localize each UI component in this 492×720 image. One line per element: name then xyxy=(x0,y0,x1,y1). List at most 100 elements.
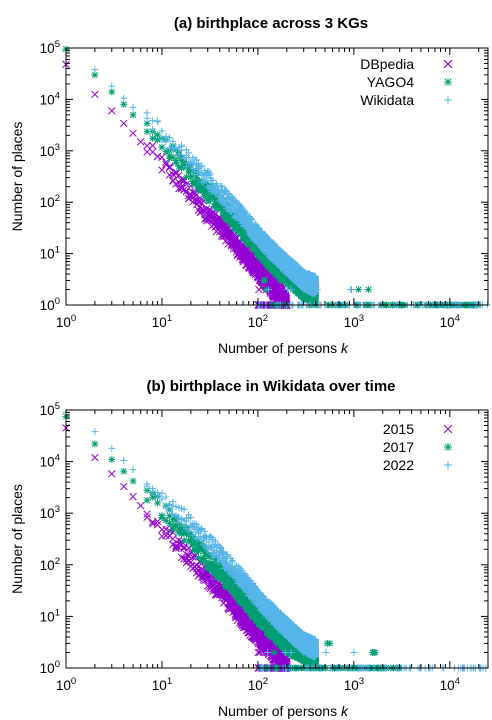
point-YAGO4 xyxy=(205,197,213,205)
point-Wikidata xyxy=(248,216,256,224)
y-tick-label: 105 xyxy=(40,39,60,56)
point-DBpedia xyxy=(143,148,151,156)
point-YAGO4 xyxy=(261,277,269,284)
point-2015 xyxy=(108,470,116,478)
point-YAGO4 xyxy=(214,204,221,212)
x-axis-label: Number of persons k xyxy=(218,703,349,719)
point-2015 xyxy=(129,492,137,501)
y-axis-label: Number of places xyxy=(9,122,25,232)
point-YAGO4 xyxy=(183,173,190,181)
point-YAGO4 xyxy=(187,173,195,180)
point-YAGO4 xyxy=(189,180,197,187)
y-axis-label: Number of places xyxy=(9,484,25,594)
y-tick-label: 101 xyxy=(40,245,60,262)
point-YAGO4 xyxy=(172,159,180,167)
point-YAGO4 xyxy=(129,111,137,119)
point-Wikidata xyxy=(166,134,173,142)
point-DBpedia xyxy=(108,107,116,115)
point-YAGO4 xyxy=(149,134,157,142)
point-YAGO4 xyxy=(198,184,206,192)
legend: DBpedia YAGO4 Wikidata xyxy=(360,56,453,108)
point-Wikidata xyxy=(120,94,128,102)
point-Wikidata xyxy=(91,66,99,73)
point-Wikidata xyxy=(169,137,177,145)
point-DBpedia xyxy=(129,129,137,137)
x-tick-label: 103 xyxy=(344,313,364,330)
legend-label: Wikidata xyxy=(360,92,414,108)
point-YAGO4 xyxy=(120,100,128,108)
point-YAGO4 xyxy=(355,286,362,293)
y-tick-label: 103 xyxy=(40,142,60,159)
point-YAGO4 xyxy=(224,217,232,225)
point-Wikidata xyxy=(129,103,137,111)
point-YAGO4 xyxy=(108,88,116,96)
point-YAGO4 xyxy=(312,297,319,305)
point-Wikidata xyxy=(154,118,161,126)
point-Wikidata xyxy=(162,133,170,140)
point-Wikidata xyxy=(172,144,180,152)
point-Wikidata xyxy=(191,171,199,179)
point-DBpedia xyxy=(205,205,213,214)
legend-marker xyxy=(444,96,452,104)
point-Wikidata xyxy=(218,183,226,191)
point-Wikidata xyxy=(201,176,209,184)
point-YAGO4 xyxy=(191,180,199,188)
point-YAGO4 xyxy=(166,154,173,162)
point-2015 xyxy=(91,453,99,462)
chart-panel-0: (a) birthplace across 3 KGs Number of pla… xyxy=(9,15,491,356)
point-DBpedia xyxy=(136,137,145,146)
point-YAGO4 xyxy=(169,153,177,161)
point-Wikidata xyxy=(198,162,206,170)
y-tick-label: 102 xyxy=(40,193,60,210)
point-DBpedia xyxy=(158,153,166,162)
point-DBpedia xyxy=(275,285,284,294)
x-tick-label: 102 xyxy=(248,313,268,330)
point-YAGO4 xyxy=(175,163,183,171)
point-Wikidata xyxy=(348,286,355,293)
point-YAGO4 xyxy=(220,209,228,217)
point-YAGO4 xyxy=(201,189,209,196)
x-tick-label: 100 xyxy=(56,313,76,330)
point-YAGO4 xyxy=(178,153,185,161)
point-Wikidata xyxy=(166,144,173,152)
point-YAGO4 xyxy=(231,226,239,233)
point-DBpedia xyxy=(180,185,188,194)
point-YAGO4 xyxy=(193,177,201,185)
series-YAGO4 xyxy=(62,45,482,309)
point-DBpedia xyxy=(211,210,220,219)
legend-marker xyxy=(443,59,453,69)
point-YAGO4 xyxy=(365,286,372,293)
series-2015 xyxy=(62,424,291,672)
point-DBpedia xyxy=(282,294,291,303)
data-points xyxy=(62,408,490,672)
point-2015 xyxy=(143,513,151,522)
x-axis-label: Number of persons k xyxy=(218,340,349,356)
point-Wikidata xyxy=(108,82,116,90)
point-2015 xyxy=(136,501,145,510)
point-Wikidata xyxy=(158,136,166,144)
y-tick-label: 100 xyxy=(40,296,60,313)
legend-label: DBpedia xyxy=(360,56,414,72)
chart-title: (b) birthplace in Wikidata over time xyxy=(146,378,395,395)
y-tick-label: 104 xyxy=(40,90,60,107)
point-YAGO4 xyxy=(230,220,238,228)
chart-title: (a) birthplace across 3 KGs xyxy=(174,15,368,32)
legend-label: YAGO4 xyxy=(367,74,414,90)
point-YAGO4 xyxy=(207,195,214,203)
point-2015 xyxy=(120,482,128,491)
point-DBpedia xyxy=(184,191,193,200)
point-DBpedia xyxy=(255,285,263,294)
point-Wikidata xyxy=(183,163,190,171)
point-YAGO4 xyxy=(162,148,170,155)
point-Wikidata xyxy=(223,204,230,212)
point-DBpedia xyxy=(165,163,174,171)
point-YAGO4 xyxy=(143,128,151,135)
x-tick-label: 104 xyxy=(440,313,460,330)
point-DBpedia xyxy=(148,141,157,150)
point-YAGO4 xyxy=(154,131,161,139)
x-tick-label: 101 xyxy=(152,313,172,330)
point-YAGO4 xyxy=(154,136,161,144)
point-YAGO4 xyxy=(158,143,166,151)
point-YAGO4 xyxy=(185,168,193,176)
point-DBpedia xyxy=(268,276,277,285)
